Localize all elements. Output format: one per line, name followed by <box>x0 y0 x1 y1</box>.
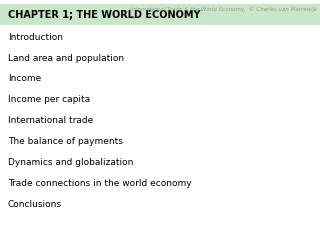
FancyBboxPatch shape <box>0 4 320 25</box>
Text: Land area and population: Land area and population <box>8 54 124 63</box>
Text: CHAPTER 1; THE WORLD ECONOMY: CHAPTER 1; THE WORLD ECONOMY <box>8 10 201 20</box>
Text: International trade: International trade <box>8 116 93 125</box>
Text: Conclusions: Conclusions <box>8 200 62 209</box>
Text: Income per capita: Income per capita <box>8 95 90 104</box>
Text: Dynamics and globalization: Dynamics and globalization <box>8 158 133 167</box>
Text: Introduction: Introduction <box>8 33 63 42</box>
Text: The balance of payments: The balance of payments <box>8 137 123 146</box>
Text: International Trade & the World Economy,  © Charles van Marrewijk: International Trade & the World Economy,… <box>130 6 317 12</box>
Text: Income: Income <box>8 74 41 84</box>
Text: Trade connections in the world economy: Trade connections in the world economy <box>8 179 192 188</box>
